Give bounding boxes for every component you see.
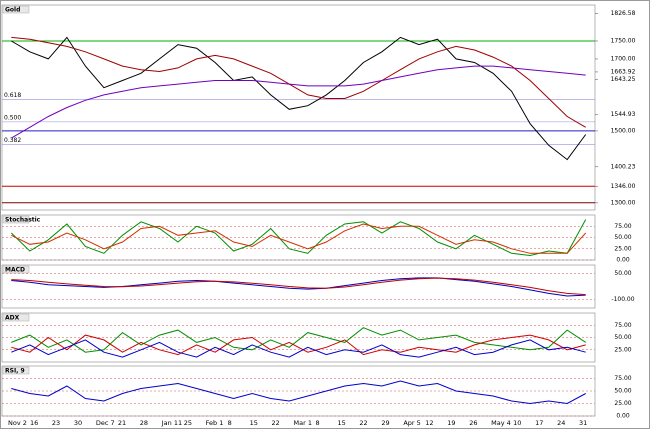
y-tick-label: 25.00 xyxy=(614,245,631,252)
series-line xyxy=(11,277,586,297)
panel-title-box xyxy=(2,313,30,322)
y-tick-label: 1750.00 xyxy=(611,37,636,44)
y-tick-label: 1300.00 xyxy=(611,199,636,206)
series-line xyxy=(11,65,586,139)
y-tick-label: 0.00 xyxy=(616,257,630,264)
panel-title-box xyxy=(2,366,30,375)
x-tick-label: 23 xyxy=(52,419,60,427)
x-tick-label: Nov 2 xyxy=(8,419,27,427)
panel-frame xyxy=(1,4,596,211)
series-line xyxy=(11,36,586,128)
x-tick-label: 21 xyxy=(118,419,126,427)
y-tick-label: 1643.25 xyxy=(611,76,636,83)
x-tick-label: 19 xyxy=(447,419,455,427)
series-line xyxy=(10,219,587,257)
x-tick-label: 17 xyxy=(535,419,543,427)
panel-title-box xyxy=(2,215,30,224)
x-tick-label: Jan 11 xyxy=(161,419,182,427)
x-tick-label: 31 xyxy=(579,419,587,427)
x-tick-label: 16 xyxy=(30,419,38,427)
series-line xyxy=(11,277,586,296)
panel-title: ADX xyxy=(5,314,20,321)
y-tick-label: 75.00 xyxy=(614,375,631,382)
y-tick-label: 50.00 xyxy=(614,270,631,277)
series-line xyxy=(11,380,586,405)
series-line xyxy=(11,334,586,356)
y-tick-label: 75.00 xyxy=(614,223,631,230)
x-tick-label: Dec 7 xyxy=(96,419,115,427)
panel-title: RSI, 9 xyxy=(5,367,25,374)
y-tick-label: 1500.00 xyxy=(611,127,636,134)
series-line xyxy=(11,223,587,254)
panel-title: Gold xyxy=(5,6,20,13)
y-tick-label: 50.00 xyxy=(614,334,631,341)
series-line xyxy=(11,327,586,353)
x-tick-label: 29 xyxy=(381,419,389,427)
panel-title: MACD xyxy=(5,266,25,273)
x-tick-label: 26 xyxy=(469,419,477,427)
panel-title-box xyxy=(2,265,30,274)
y-tick-label: 50.00 xyxy=(614,234,631,241)
fib-label: 0.500 xyxy=(4,114,21,121)
y-tick-label: 1826.58 xyxy=(611,10,636,17)
x-tick-label: 22 xyxy=(359,419,367,427)
y-tick-label: 1544.93 xyxy=(611,111,636,118)
fib-label: 0.382 xyxy=(4,137,21,144)
x-tick-label: 8 xyxy=(315,419,319,427)
x-tick-label: Feb 1 xyxy=(206,419,224,427)
y-tick-label: 1700.00 xyxy=(611,55,636,62)
y-tick-label: 1346.00 xyxy=(611,183,636,190)
x-tick-label: 22 xyxy=(272,419,280,427)
y-tick-label: 25.00 xyxy=(614,400,631,407)
y-tick-label: 1663.92 xyxy=(611,68,636,75)
y-tick-label: 50.00 xyxy=(614,388,631,395)
series-line xyxy=(11,36,587,161)
x-tick-label: 24 xyxy=(557,419,565,427)
x-tick-label: 12 xyxy=(425,419,433,427)
series-line xyxy=(11,339,586,358)
x-tick-label: 15 xyxy=(337,419,345,427)
panel-title: Stochastic xyxy=(5,216,41,223)
y-tick-label: 25.00 xyxy=(614,346,631,353)
x-tick-label: 30 xyxy=(74,419,82,427)
x-tick-label: 8 xyxy=(228,419,232,427)
y-tick-label: -100.00 xyxy=(611,296,634,303)
panel-frame xyxy=(1,264,596,309)
y-tick-label: 1400.23 xyxy=(611,163,636,170)
panel-title-box xyxy=(2,5,30,14)
x-tick-label: May 4 xyxy=(491,419,511,427)
y-tick-label: 75.00 xyxy=(614,322,631,329)
x-tick-label: Apr 5 xyxy=(403,419,420,427)
x-tick-label: 25 xyxy=(184,419,192,427)
y-tick-label: 0.00 xyxy=(616,413,630,420)
x-tick-label: Mar 1 xyxy=(294,419,312,427)
x-tick-label: 10 xyxy=(513,419,521,427)
x-tick-label: 15 xyxy=(250,419,258,427)
x-tick-label: 28 xyxy=(140,419,148,427)
fib-label: 0.618 xyxy=(4,92,21,99)
